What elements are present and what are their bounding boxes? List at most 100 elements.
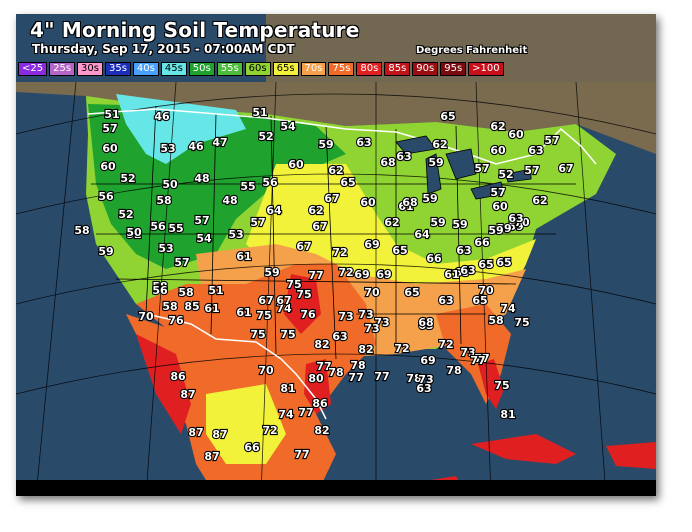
temperature-reading: 62 [490,120,505,133]
temperature-reading: 65 [392,244,407,257]
temperature-reading: 75 [250,328,265,341]
temperature-reading: 63 [356,136,371,149]
temperature-reading: 73 [374,316,389,329]
temperature-reading: 86 [170,370,186,383]
temperature-reading: 67 [324,192,339,205]
temperature-reading: 50 [126,226,142,239]
temperature-reading: 62 [384,216,399,229]
temperature-reading: 56 [98,190,114,203]
temperature-reading: 76 [168,314,184,327]
temperature-reading: 69 [364,238,379,251]
temperature-reading: 70 [138,310,154,323]
temperature-reading: 57 [174,256,189,269]
temperature-reading: 82 [314,338,329,351]
temperature-reading: 62 [432,138,447,151]
map-timestamp: Thursday, Sep 17, 2015 - 07:00AM CDT [32,42,295,56]
temperature-reading: 80 [308,372,324,385]
temperature-reading: 69 [354,268,369,281]
temperature-reading: 65 [440,110,455,123]
great-lakes [395,135,532,200]
temperature-reading: 65 [340,176,355,189]
legend-item-55s: 55s [216,62,243,76]
bottom-bar [16,480,656,496]
temperature-reading: 58 [156,194,171,207]
temperature-reading: 75 [296,288,311,301]
legend-item-50s: 50s [188,62,215,76]
temperature-reading: 63 [528,144,543,157]
temperature-reading: 59 [496,222,511,235]
temperature-reading: 61 [444,268,459,281]
zone-80s-fl [478,359,504,409]
temperature-reading: 74 [276,302,292,315]
temperature-reading: 65 [404,286,419,299]
temperature-reading: 59 [508,220,523,233]
temperature-reading: 57 [474,162,489,175]
temperature-reading: 67 [558,162,573,175]
temperature-reading: 60 [360,196,376,209]
temperature-reading: 60 [508,128,524,141]
temperature-reading: 75 [286,278,301,291]
canada-land [16,82,656,154]
temperature-reading: 61 [204,302,219,315]
temperature-reading: 53 [160,142,175,155]
temperature-reading: 66 [426,252,442,265]
temperature-reading: 87 [188,426,203,439]
temperature-reading: 73 [460,346,475,359]
temperature-reading: 66 [244,441,260,454]
temperature-reading: 59 [488,224,503,237]
temperature-reading: 65 [478,258,493,271]
temperature-reading: 51 [208,284,223,297]
temperature-reading: 56 [152,284,168,297]
temperature-reading: 75 [256,309,271,322]
temperature-reading: 77 [308,269,323,282]
temperature-reading: 63 [418,319,433,332]
temperature-reading: 52 [498,168,513,181]
temperature-reading: 78 [446,364,461,377]
legend-item-30s: 30s [77,62,103,76]
temperature-reading: 55 [240,180,255,193]
temperature-reading: 69 [376,268,391,281]
temperature-reading: 48 [222,194,237,207]
temperature-reading: 53 [158,242,173,255]
baja-80s [136,334,191,434]
temperature-reading: 75 [280,328,295,341]
legend-item-65s: 65s [272,62,299,76]
legend-item-95s: 95s [440,62,467,76]
temperature-reading: 56 [150,220,166,233]
temperature-reading: 64 [266,204,282,217]
temperature-reading: 85 [184,300,199,313]
temperature-reading: 63 [460,264,475,277]
temperature-reading: 73 [364,322,379,335]
map-title: 4" Morning Soil Temperature [30,18,360,42]
temperature-reading: 70 [514,216,530,229]
temperature-reading: 70 [478,284,494,297]
temperature-reading: 74 [500,302,516,315]
legend-item-75s: 75s [328,62,355,76]
temperature-reading: 52 [118,208,133,221]
legend-item-35s: 35s [104,62,131,76]
temperature-reading: 59 [264,266,279,279]
temperature-reading: 51 [252,106,267,119]
temperature-reading: 87 [180,388,195,401]
temperature-reading: 76 [300,308,316,321]
temperature-reading: 87 [204,450,219,463]
temperature-reading: 65 [472,294,487,307]
temperature-reading: 86 [312,397,328,410]
temperature-reading: 62 [328,164,343,177]
temperature-reading: 60 [100,160,116,173]
temperature-reading: 62 [308,204,323,217]
temperature-reading: 63 [416,382,431,395]
temperature-reading: 77 [294,448,309,461]
temperature-reading: 46 [154,110,170,123]
temperature-reading: 60 [288,158,304,171]
temperature-reading: 64 [414,228,430,241]
temperature-reading: 58 [74,224,89,237]
temperature-reading: 68 [380,156,395,169]
temperature-reading: 65 [496,256,511,269]
units-label: Degrees Fahrenheit [416,45,528,56]
temperature-reading: 48 [194,172,209,185]
temperature-reading: 55 [168,222,183,235]
cuba [471,434,576,464]
temperature-reading: 51 [104,108,119,121]
temperature-reading: 57 [524,164,539,177]
